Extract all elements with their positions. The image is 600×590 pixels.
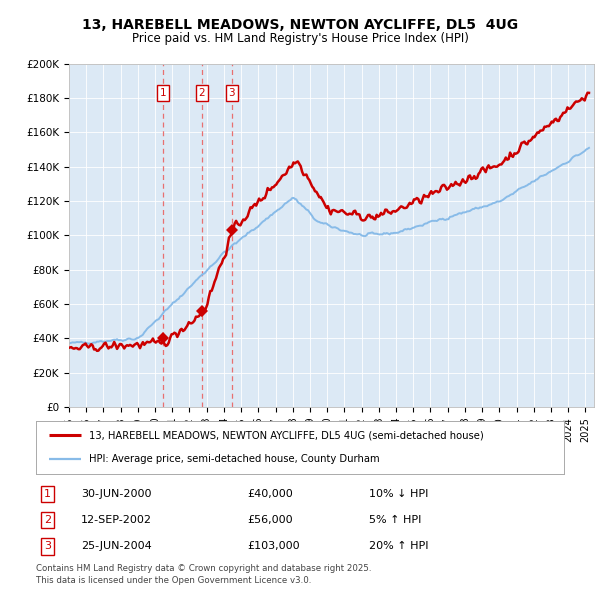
Text: 2: 2	[44, 515, 51, 525]
Text: Price paid vs. HM Land Registry's House Price Index (HPI): Price paid vs. HM Land Registry's House …	[131, 32, 469, 45]
Text: 3: 3	[44, 542, 51, 552]
Text: 13, HAREBELL MEADOWS, NEWTON AYCLIFFE, DL5  4UG: 13, HAREBELL MEADOWS, NEWTON AYCLIFFE, D…	[82, 18, 518, 32]
Text: 20% ↑ HPI: 20% ↑ HPI	[368, 542, 428, 552]
Text: 10% ↓ HPI: 10% ↓ HPI	[368, 489, 428, 499]
Text: 30-JUN-2000: 30-JUN-2000	[81, 489, 151, 499]
Text: 2: 2	[199, 88, 205, 98]
Text: Contains HM Land Registry data © Crown copyright and database right 2025.
This d: Contains HM Land Registry data © Crown c…	[36, 564, 371, 585]
Text: 13, HAREBELL MEADOWS, NEWTON AYCLIFFE, DL5 4UG (semi-detached house): 13, HAREBELL MEADOWS, NEWTON AYCLIFFE, D…	[89, 430, 484, 440]
Text: 1: 1	[160, 88, 166, 98]
Text: 3: 3	[229, 88, 235, 98]
Text: 1: 1	[44, 489, 51, 499]
Text: £103,000: £103,000	[247, 542, 300, 552]
Text: HPI: Average price, semi-detached house, County Durham: HPI: Average price, semi-detached house,…	[89, 454, 379, 464]
Text: £40,000: £40,000	[247, 489, 293, 499]
Text: 25-JUN-2004: 25-JUN-2004	[81, 542, 152, 552]
Text: 5% ↑ HPI: 5% ↑ HPI	[368, 515, 421, 525]
Text: £56,000: £56,000	[247, 515, 293, 525]
Text: 12-SEP-2002: 12-SEP-2002	[81, 515, 152, 525]
